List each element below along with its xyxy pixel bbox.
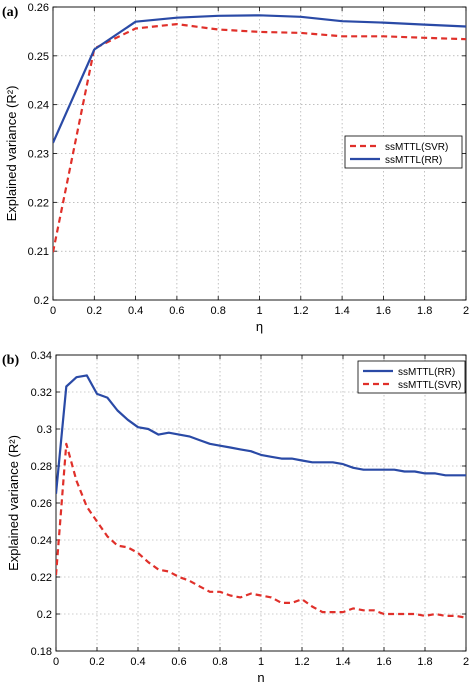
x-axis-label: η — [257, 670, 264, 682]
x-tick-label: 1.2 — [294, 656, 309, 668]
x-tick-label: 0 — [53, 656, 59, 668]
x-tick-label: 1.8 — [417, 305, 432, 317]
x-tick-label: 1.6 — [376, 305, 391, 317]
y-tick-label: 0.25 — [28, 51, 49, 63]
x-tick-label: 0.4 — [128, 305, 143, 317]
x-tick-label: 0.4 — [130, 656, 145, 668]
legend-label: ssMTTL(RR) — [385, 155, 442, 166]
series-line-ssmttl-rr — [56, 374, 466, 494]
x-tick-label: 0.6 — [169, 305, 184, 317]
legend-box — [357, 360, 466, 394]
x-tick-label: 0.8 — [212, 656, 227, 668]
y-tick-label: 0.18 — [31, 646, 52, 658]
chart-a: 0 0.2 0.4 0.6 0.8 1 1.2 1.4 1.6 1.8 20.20.210.220.… — [2, 2, 469, 334]
x-tick-label: 2 — [463, 305, 469, 317]
x-tick-label: 0.2 — [87, 305, 102, 317]
panel-label: (a) — [2, 5, 19, 20]
y-tick-label: 0.26 — [31, 498, 52, 510]
x-tick-label: 1 — [258, 656, 264, 668]
legend: ssMTTL(RR) ssMTTL(SVR) — [357, 360, 466, 394]
y-tick-label: 0.24 — [28, 100, 49, 112]
x-tick-label: 1 — [256, 305, 262, 317]
series-line-ssmttl-rr — [53, 14, 466, 144]
x-tick-label: 1.2 — [293, 305, 308, 317]
x-tick-label: 1.4 — [334, 305, 349, 317]
y-tick-label: 0.34 — [31, 350, 52, 362]
y-tick-label: 0.2 — [34, 295, 49, 307]
y-tick-label: 0.2 — [37, 609, 52, 621]
y-axis-label: Explained variance (R²) — [4, 86, 19, 222]
x-tick-label: 0.8 — [211, 305, 226, 317]
x-tick-label: 1.4 — [335, 656, 350, 668]
chart-b: 0 0.2 0.4 0.6 0.8 1 1.2 1.4 1.6 1.8 2 0.18 0.2 0.22 0.… — [2, 350, 469, 682]
x-tick-label: 0.2 — [89, 656, 104, 668]
legend-label: ssMTTL(SVR) — [398, 380, 461, 391]
x-tick-label: 2 — [463, 656, 469, 668]
y-tick-label: 0.22 — [31, 572, 52, 584]
legend-label: ssMTTL(SVR) — [385, 142, 448, 153]
y-tick-label: 0.21 — [28, 246, 49, 258]
panel-label: (b) — [2, 353, 19, 368]
y-axis-label: Explained variance (R²) — [6, 435, 21, 571]
y-tick-label: 0.22 — [28, 197, 49, 209]
y-tick-label: 0.23 — [28, 149, 49, 161]
x-axis-label: η — [256, 319, 263, 334]
legend-box — [344, 135, 463, 169]
grid — [56, 355, 466, 651]
y-tick-label: 0.26 — [28, 2, 49, 14]
y-tick-label: 0.28 — [31, 461, 52, 473]
y-tick-label: 0.24 — [31, 535, 52, 547]
x-tick-label: 0.6 — [171, 656, 186, 668]
legend-label: ssMTTL(RR) — [398, 367, 455, 378]
grid — [53, 7, 466, 300]
series-line-ssmttl-svr — [56, 442, 466, 619]
x-tick-label: 0 — [50, 305, 56, 317]
y-tick-label: 0.3 — [37, 424, 52, 436]
legend: ssMTTL(SVR) ssMTTL(RR) — [344, 135, 463, 169]
y-tick-label: 0.32 — [31, 387, 52, 399]
x-tick-label: 1.6 — [376, 656, 391, 668]
x-tick-label: 1.8 — [417, 656, 432, 668]
